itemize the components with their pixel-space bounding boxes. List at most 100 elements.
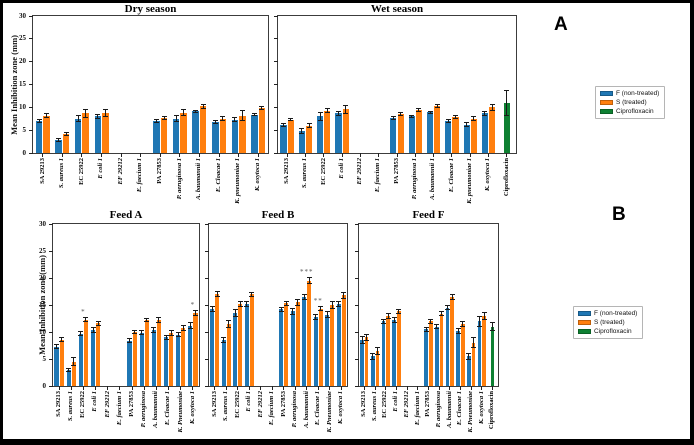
x-tick-label-text: P. aeruginosa xyxy=(434,391,442,428)
error-bar-cap xyxy=(139,334,145,336)
bar-s-treated xyxy=(397,114,404,153)
x-tick-label-text: S. aureus 1 xyxy=(370,391,378,422)
bar-s-treated xyxy=(342,109,349,153)
bar-s-treated xyxy=(375,350,380,386)
error-bar-cap xyxy=(221,341,227,343)
error-bar-cap xyxy=(56,141,62,143)
bar-f-non-treated xyxy=(35,121,43,153)
x-tick-label: K. Pneumoniae xyxy=(175,391,187,439)
error-bar-cap xyxy=(445,305,451,306)
x-tick-label-text: PA 27853 xyxy=(127,391,135,417)
error-bar-cap xyxy=(175,336,181,338)
error-bar xyxy=(441,310,442,317)
error-bar-cap xyxy=(187,322,193,324)
y-tick xyxy=(49,277,53,279)
bar-s-treated xyxy=(102,112,109,153)
x-tick xyxy=(82,386,84,390)
x-tick-label-text: PA 27853 xyxy=(392,158,400,184)
error-bar xyxy=(146,317,148,323)
y-tick-label: 20 xyxy=(39,273,46,282)
error-bar-cap xyxy=(490,322,496,324)
x-tick-label-text: P. aeruginosa xyxy=(140,391,148,428)
x-tick xyxy=(58,386,60,390)
error-bar-cap xyxy=(445,122,451,124)
y-tick xyxy=(274,38,278,40)
y-tick xyxy=(274,61,278,63)
error-bar-cap xyxy=(445,309,451,311)
error-bar-cap xyxy=(63,131,69,133)
error-bar-cap xyxy=(151,327,157,329)
error-bar xyxy=(303,294,305,300)
bar-s-treated xyxy=(160,118,168,153)
x-tick xyxy=(70,386,72,390)
x-tick-label: EF 29212 xyxy=(111,158,131,212)
error-bar-cap xyxy=(63,134,69,136)
error-bar xyxy=(479,315,481,327)
x-tick xyxy=(417,386,419,390)
bar-f-non-treated xyxy=(360,340,364,386)
error-bar-cap xyxy=(299,133,305,135)
x-tick-label: A. baumannii xyxy=(150,391,162,439)
x-tick-label-text: K. oxytoca 1 xyxy=(337,391,344,425)
error-bar xyxy=(466,121,468,128)
x-tick-label-text: EF 29212 xyxy=(103,391,111,418)
chart-title: Feed B xyxy=(261,209,295,221)
error-bar-cap xyxy=(504,90,510,92)
x-tick-label-text: EC 25922 xyxy=(233,391,241,418)
error-bar-cap xyxy=(237,301,243,303)
error-bar xyxy=(183,109,185,117)
x-tick-label-text: A. baumannii xyxy=(445,391,453,428)
y-tick xyxy=(205,358,209,360)
x-tick-label-text: S. aureus 1 xyxy=(58,158,66,189)
error-bar-cap xyxy=(66,370,72,372)
error-bar xyxy=(46,113,48,118)
x-tick-label-text: A. baumannii 1 xyxy=(195,158,203,200)
x-tick-label-text: EF 29212 xyxy=(116,158,124,185)
x-tick-label-text: EF 29212 xyxy=(356,158,364,185)
error-bar-cap xyxy=(385,313,391,315)
x-tick xyxy=(460,386,462,390)
bar-s-treated xyxy=(59,339,64,386)
x-tick xyxy=(449,386,451,390)
bar-s-treated xyxy=(434,105,441,153)
x-tick-label: A. baumannii xyxy=(445,391,456,439)
bar-f-non-treated xyxy=(127,340,132,386)
error-bar-cap xyxy=(364,334,370,336)
error-bar-cap xyxy=(56,138,62,140)
x-tick xyxy=(406,386,408,390)
error-bar xyxy=(241,110,243,122)
x-tick xyxy=(225,386,227,390)
bar-s-treated xyxy=(324,110,331,153)
error-bar-cap xyxy=(54,343,59,345)
error-bar-cap xyxy=(221,337,227,339)
x-tick-label: E. faecium 1 xyxy=(267,391,279,439)
legend-label: F (non-treated) xyxy=(616,90,660,97)
bar-s-treated xyxy=(258,107,266,153)
chart-feed-f: Feed F SA 29213 S. aureus 1 EC 25922 E coli … xyxy=(355,209,499,433)
bar-s-treated xyxy=(364,337,369,386)
bar-f-non-treated xyxy=(231,119,239,153)
error-bar-cap xyxy=(343,112,349,114)
error-bar xyxy=(283,122,285,127)
error-bar-cap xyxy=(156,317,162,319)
x-tick xyxy=(119,386,121,390)
x-tick xyxy=(101,153,103,157)
error-bar-cap xyxy=(336,306,342,308)
error-bar-cap xyxy=(161,116,167,118)
error-bar-cap xyxy=(489,109,495,111)
error-bar-cap xyxy=(193,112,199,114)
error-bar-cap xyxy=(374,347,380,349)
x-tick xyxy=(329,386,331,390)
error-bar xyxy=(337,110,339,116)
x-tick-label-text: P. aeruginosa 1 xyxy=(411,158,419,200)
x-tick-label: A. baumannii 1 xyxy=(425,158,443,212)
y-tick xyxy=(49,331,53,333)
error-bar-cap xyxy=(154,122,160,124)
x-tick xyxy=(451,153,453,157)
error-bar-cap xyxy=(36,119,42,121)
chart-feed-b: Feed B SA 29213 S. aureus 1 EC 25922 E coli … xyxy=(205,209,348,433)
x-tick xyxy=(428,386,429,390)
y-tick xyxy=(29,84,33,85)
error-bar-cap xyxy=(380,322,386,324)
x-tick xyxy=(271,386,273,390)
